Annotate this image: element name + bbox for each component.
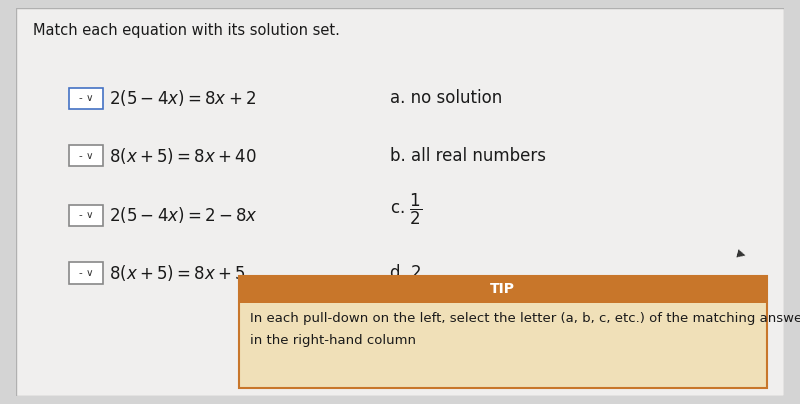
Text: c. $\dfrac{1}{2}$: c. $\dfrac{1}{2}$ <box>390 192 422 227</box>
Text: ▶: ▶ <box>735 248 746 260</box>
Text: $8(x + 5) = 8x + 40$: $8(x + 5) = 8x + 40$ <box>109 146 257 166</box>
Text: Match each equation with its solution set.: Match each equation with its solution se… <box>34 23 340 38</box>
Text: - ∨: - ∨ <box>78 93 94 103</box>
Bar <box>69 88 103 109</box>
Text: - ∨: - ∨ <box>78 268 94 278</box>
Text: a. no solution: a. no solution <box>390 89 502 107</box>
Text: b. all real numbers: b. all real numbers <box>390 147 546 165</box>
Text: - ∨: - ∨ <box>78 151 94 161</box>
Text: $2(5 - 4x) = 8x + 2$: $2(5 - 4x) = 8x + 2$ <box>109 88 256 108</box>
Text: $2(5 - 4x) = 2 - 8x$: $2(5 - 4x) = 2 - 8x$ <box>109 206 258 225</box>
Bar <box>69 263 103 284</box>
Bar <box>238 276 766 388</box>
Bar <box>238 276 766 303</box>
Text: TIP: TIP <box>490 282 515 297</box>
Text: - ∨: - ∨ <box>78 210 94 221</box>
Bar <box>69 205 103 226</box>
Text: in the right-hand column: in the right-hand column <box>250 334 416 347</box>
Text: $8(x + 5) = 8x + 5$: $8(x + 5) = 8x + 5$ <box>109 263 246 283</box>
Text: d. 2: d. 2 <box>390 264 422 282</box>
Bar <box>69 145 103 166</box>
Text: In each pull-down on the left, select the letter (a, b, c, etc.) of the matching: In each pull-down on the left, select th… <box>250 312 800 325</box>
